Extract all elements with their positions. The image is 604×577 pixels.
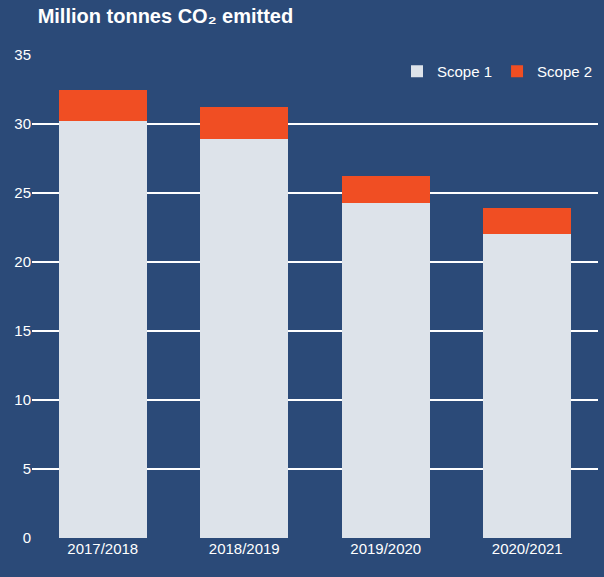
- svg-text:Scope 1: Scope 1: [437, 63, 492, 80]
- svg-text:10: 10: [14, 391, 31, 408]
- svg-text:2019/2020: 2019/2020: [350, 540, 421, 557]
- svg-text:30: 30: [14, 115, 31, 132]
- svg-text:Scope 2: Scope 2: [537, 63, 592, 80]
- svg-text:Million tonnes CO₂ emitted: Million tonnes CO₂ emitted: [38, 5, 294, 27]
- svg-text:35: 35: [14, 46, 31, 63]
- svg-text:2017/2018: 2017/2018: [67, 540, 138, 557]
- svg-text:2020/2021: 2020/2021: [492, 540, 563, 557]
- svg-text:0: 0: [23, 529, 31, 546]
- svg-text:15: 15: [14, 322, 31, 339]
- svg-text:5: 5: [23, 460, 31, 477]
- svg-text:20: 20: [14, 253, 31, 270]
- svg-text:2018/2019: 2018/2019: [209, 540, 280, 557]
- svg-text:25: 25: [14, 184, 31, 201]
